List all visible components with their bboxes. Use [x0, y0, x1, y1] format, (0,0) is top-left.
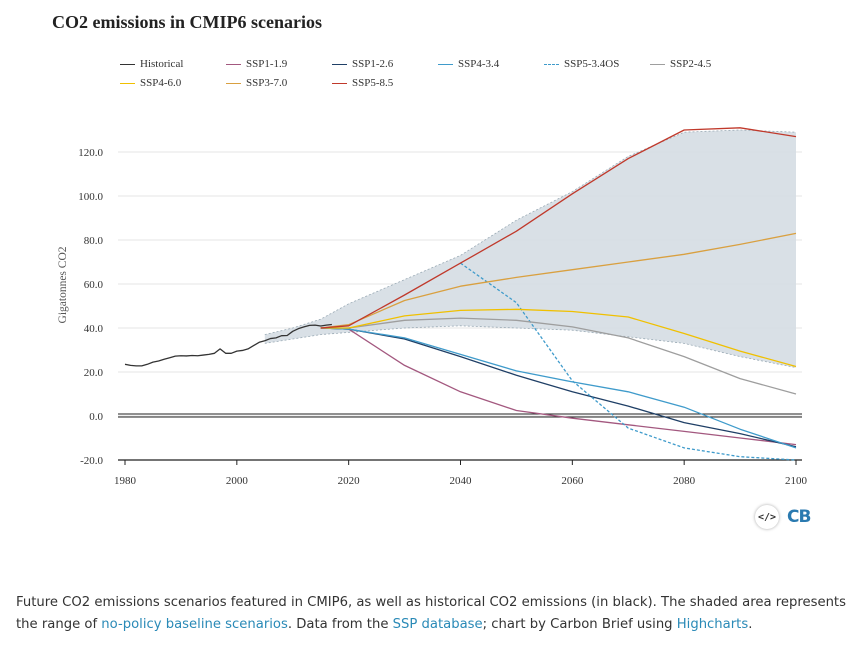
legend-swatch: [650, 63, 665, 65]
x-tick-label: 2060: [561, 475, 584, 487]
highcharts-link[interactable]: Highcharts: [676, 617, 749, 632]
series-line-ssp2-4-5: [320, 317, 797, 395]
legend-item-ssp5-3-4os[interactable]: SSP5-3.4OS: [544, 58, 619, 70]
legend-swatch: [332, 82, 347, 84]
y-tick-label: 100.0: [78, 191, 103, 203]
cb-logo-text: CB: [787, 507, 811, 527]
y-tick-label: 120.0: [78, 147, 103, 159]
baseline-range-area: [264, 130, 797, 368]
y-tick-label: 80.0: [84, 235, 104, 247]
caption-text-1: Future CO2 emissions scenarios featured …: [16, 595, 846, 632]
y-tick-label: 0.0: [89, 411, 103, 423]
legend-item-ssp1-1-9[interactable]: SSP1-1.9: [226, 58, 287, 70]
chart-plot: -20.0 0.0 20.0 40.0 60.0 80.0 100.0 120.0 1980 20…: [57, 127, 808, 487]
series-line-ssp3-7-0: [320, 232, 797, 329]
legend-swatch: [226, 63, 241, 65]
legend-label: Historical: [140, 58, 184, 70]
legend-label: SSP2-4.5: [670, 58, 712, 70]
legend-item-ssp2-4-5[interactable]: SSP2-4.5: [650, 58, 711, 70]
x-tick-label: 2080: [673, 475, 696, 487]
legend-label: SSP1-2.6: [352, 58, 394, 70]
legend-label: SSP5-8.5: [352, 77, 394, 89]
legend-swatch: [120, 82, 135, 84]
legend-label: SSP4-3.4: [458, 58, 500, 70]
y-axis-title: Gigatonnes CO2: [57, 246, 69, 323]
series-line-ssp5-3-4os: [460, 262, 797, 461]
series-line-ssp4-6-0: [320, 308, 797, 368]
y-tick-label: 60.0: [84, 279, 104, 291]
legend-item-ssp4-3-4[interactable]: SSP4-3.4: [438, 58, 499, 70]
y-tick-label: -20.0: [80, 455, 103, 467]
legend-item-ssp5-8-5[interactable]: SSP5-8.5: [332, 77, 393, 89]
series-line-ssp1-1-9: [320, 327, 797, 446]
x-tick-label: 2040: [450, 475, 473, 487]
caption-text-3: ; chart by Carbon Brief using: [482, 617, 677, 632]
caption-text-2: . Data from the: [287, 617, 393, 632]
legend-label: SSP1-1.9: [246, 58, 288, 70]
x-tick-label: 1980: [114, 475, 137, 487]
legend-item-ssp3-7-0[interactable]: SSP3-7.0: [226, 77, 287, 89]
carbon-brief-logo[interactable]: </> CB: [755, 505, 811, 529]
no-policy-baseline-link[interactable]: no-policy baseline scenarios: [101, 617, 288, 632]
ssp-database-link[interactable]: SSP database: [392, 617, 483, 632]
chart-caption: Future CO2 emissions scenarios featured …: [16, 592, 846, 636]
series-line-ssp4-3-4: [320, 327, 797, 449]
legend-swatch: [226, 82, 241, 84]
legend-swatch: [120, 63, 135, 65]
legend-item-ssp1-2-6[interactable]: SSP1-2.6: [332, 58, 393, 70]
legend-label: SSP5-3.4OS: [564, 58, 620, 70]
legend-label: SSP3-7.0: [246, 77, 288, 89]
legend-swatch: [544, 63, 559, 65]
baseline-range-lower-edge: [264, 325, 797, 368]
series-line-historical: [124, 323, 332, 367]
legend-item-ssp4-6-0[interactable]: SSP4-6.0: [120, 77, 181, 89]
embed-code-icon[interactable]: </>: [755, 505, 779, 529]
legend-label: SSP4-6.0: [140, 77, 182, 89]
y-tick-label: 20.0: [84, 367, 104, 379]
x-tick-label: 2020: [338, 475, 361, 487]
baseline-range-upper-edge: [264, 129, 797, 335]
legend-swatch: [332, 63, 347, 65]
y-tick-label: 40.0: [84, 323, 104, 335]
legend-swatch: [438, 63, 453, 65]
x-tick-label: 2100: [785, 475, 808, 487]
caption-text-4: .: [748, 617, 753, 632]
x-tick-label: 2000: [226, 475, 249, 487]
series-line-ssp5-8-5: [320, 127, 797, 329]
chart-title: CO2 emissions in CMIP6 scenarios: [52, 12, 322, 32]
legend-item-historical[interactable]: Historical: [120, 58, 183, 70]
